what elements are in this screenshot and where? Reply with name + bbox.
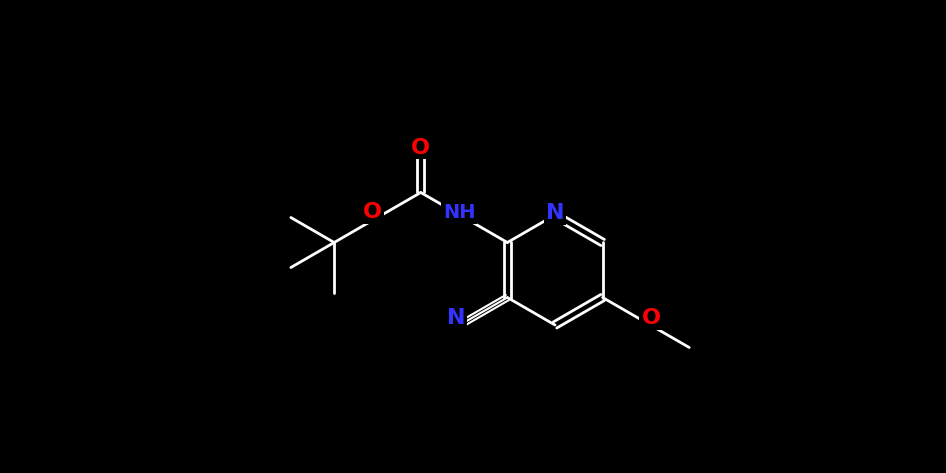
Text: O: O xyxy=(641,307,660,327)
Text: O: O xyxy=(412,138,430,158)
Text: N: N xyxy=(546,203,564,223)
Text: O: O xyxy=(363,202,382,222)
Text: N: N xyxy=(447,307,465,327)
Text: NH: NH xyxy=(443,203,475,222)
